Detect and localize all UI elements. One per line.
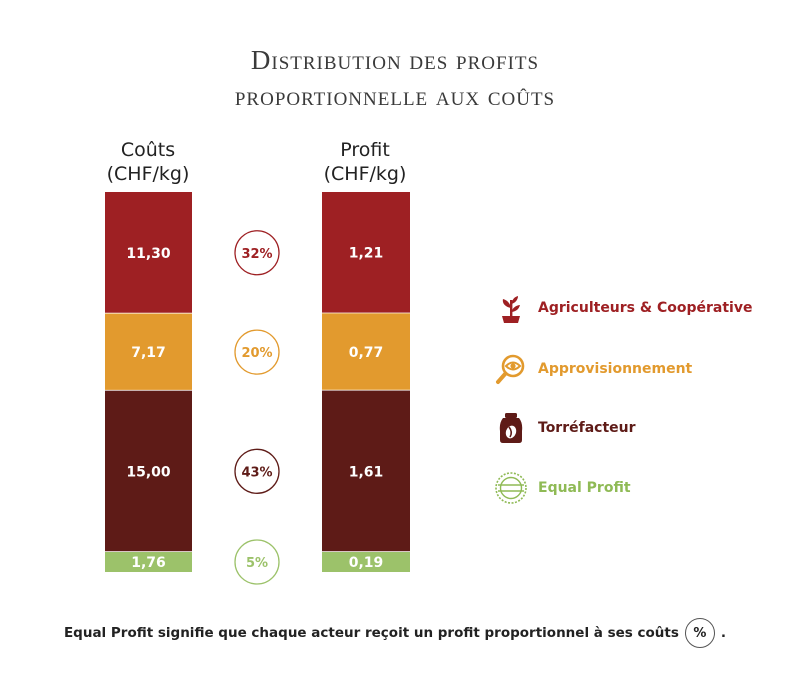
bar-value-label: 1,21 <box>349 246 384 262</box>
bar-value-label: 1,76 <box>131 555 166 571</box>
bar-segment <box>322 313 410 391</box>
share-label: 32% <box>241 247 272 262</box>
legend-item-torrefacteur: Torréfacteur <box>494 411 636 445</box>
share-circle <box>234 230 280 276</box>
share-label: 5% <box>246 556 268 571</box>
share-circle <box>234 539 280 585</box>
share-circle <box>234 448 280 494</box>
costs-unit: (CHF/kg) <box>106 163 190 185</box>
bar-value-label: 0,19 <box>349 555 384 571</box>
bar-segment <box>322 192 410 314</box>
coffee-bag-icon <box>494 411 528 445</box>
percent-badge: % <box>684 618 715 648</box>
equal-profit-seal-icon <box>494 471 528 505</box>
legend-item-equal-profit: Equal Profit <box>494 471 631 505</box>
profit-unit: (CHF/kg) <box>323 163 407 185</box>
share-label: 43% <box>241 465 272 480</box>
bar-segment <box>105 192 192 314</box>
bar-segment <box>105 313 192 391</box>
bar-value-label: 15,00 <box>126 464 171 480</box>
bar-value-label: 11,30 <box>126 246 171 262</box>
profit-column-header: Profit (CHF/kg) <box>309 138 421 186</box>
legend-item-approvisionnement: Approvisionnement <box>494 352 692 386</box>
legend-label: Torréfacteur <box>538 420 636 436</box>
footer-text: Equal Profit signifie que chaque acteur … <box>63 625 679 641</box>
share-label: 20% <box>241 346 272 361</box>
legend-label: Equal Profit <box>538 480 631 496</box>
profit-title: Profit <box>340 139 390 161</box>
chart-title-line1: Distribution des profits <box>250 45 540 75</box>
bar-segment <box>105 552 192 572</box>
costs-column-header: Coûts (CHF/kg) <box>92 138 204 186</box>
bar-segment <box>322 390 410 552</box>
bar-value-label: 1,61 <box>349 464 384 480</box>
legend-label: Agriculteurs & Coopérative <box>538 300 753 316</box>
footer-end: . <box>720 625 727 641</box>
chart-title-line2: proportionnelle aux coûts <box>234 81 556 111</box>
bar-value-label: 0,77 <box>349 345 384 361</box>
plant-icon <box>494 291 528 325</box>
bar-segment <box>322 552 410 572</box>
legend-item-agriculteurs: Agriculteurs & Coopérative <box>494 291 752 325</box>
magnifier-eye-icon <box>494 352 528 386</box>
footer-note: Equal Profit signifie que chaque acteur … <box>0 618 790 648</box>
bar-value-label: 7,17 <box>131 345 166 361</box>
share-circle <box>234 329 280 375</box>
legend-label: Approvisionnement <box>538 361 693 377</box>
bar-segment <box>105 390 192 552</box>
costs-title: Coûts <box>120 139 176 161</box>
